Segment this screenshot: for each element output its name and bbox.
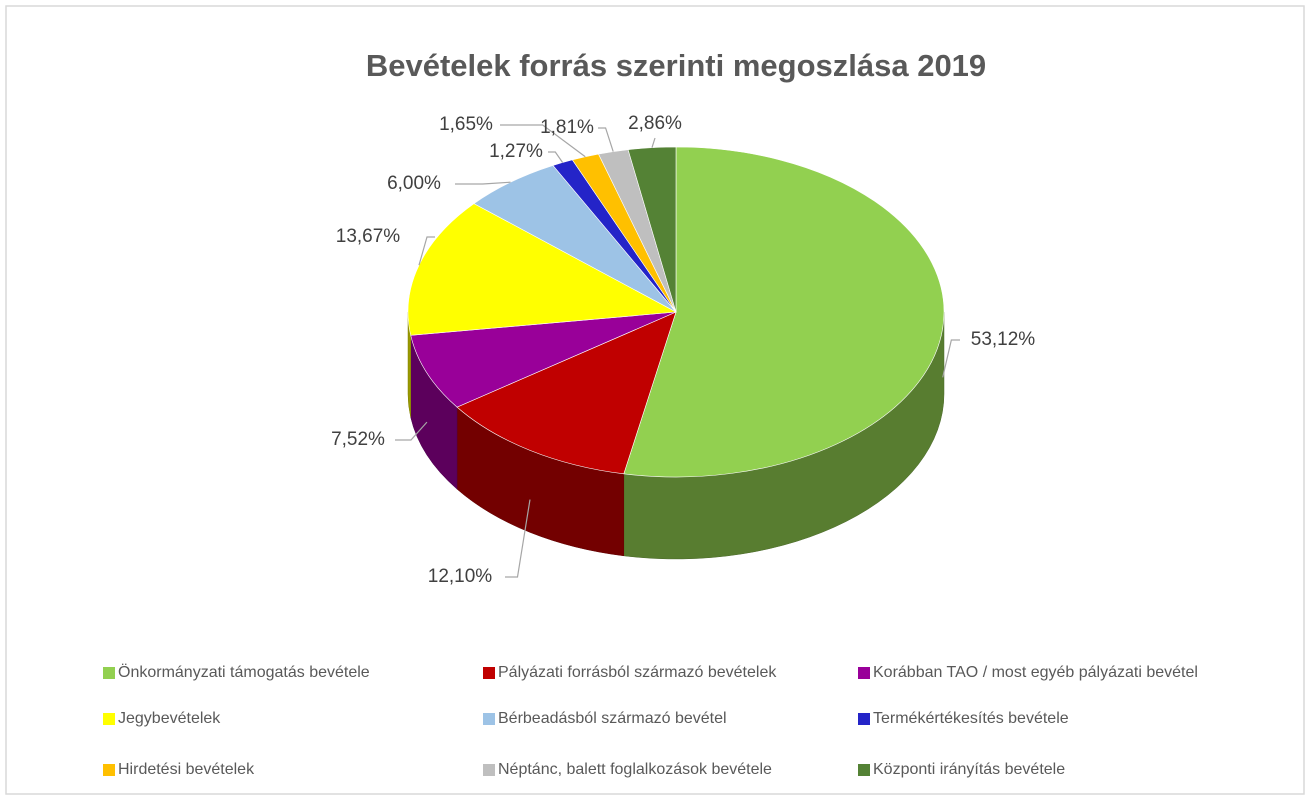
leader-line: [500, 124, 586, 158]
data-label: 7,52%: [331, 429, 385, 450]
leader-line: [418, 236, 435, 266]
slice: [410, 311, 677, 408]
legend-swatch: [483, 764, 495, 776]
legend-swatch: [858, 764, 870, 776]
data-label: 1,65%: [439, 114, 493, 135]
legend-label: Központi irányítás bevétele: [873, 761, 1065, 778]
legend-label: Jegybevételek: [118, 710, 221, 727]
legend-swatch: [858, 713, 870, 725]
legend-swatch: [103, 667, 115, 679]
leader-line: [942, 339, 960, 378]
legend-label: Pályázati forrásból származó bevételek: [498, 664, 777, 681]
legend-swatch: [483, 667, 495, 679]
leader-line: [395, 421, 428, 441]
legend-label: Néptánc, balett foglalkozások bevétele: [498, 761, 772, 778]
slice: [627, 146, 677, 313]
legend-swatch: [103, 713, 115, 725]
slice: [623, 146, 945, 478]
leader-line: [548, 151, 564, 163]
leader-line: [455, 181, 511, 185]
leader-line: [651, 137, 656, 148]
data-label: 12,10%: [428, 566, 493, 587]
slice: [456, 311, 677, 475]
legend-label: Termékértékesítés bevétele: [873, 710, 1069, 727]
data-label: 53,12%: [971, 329, 1036, 350]
data-label: 2,86%: [628, 113, 682, 134]
legend-swatch: [858, 667, 870, 679]
legend-label: Korábban TAO / most egyéb pályázati bevé…: [873, 664, 1198, 681]
data-label: 1,81%: [540, 117, 594, 138]
data-label: 13,67%: [336, 226, 401, 247]
leader-line: [598, 127, 614, 152]
chart-title: Bevételek forrás szerinti megoszlása 201…: [366, 48, 986, 83]
data-label: 1,27%: [489, 141, 543, 162]
legend-swatch: [103, 764, 115, 776]
leader-line: [505, 499, 531, 578]
data-label: 6,00%: [387, 173, 441, 194]
legend-swatch: [483, 713, 495, 725]
legend-label: Hirdetési bevételek: [118, 761, 255, 778]
legend-label: Bérbeadásból származó bevétel: [498, 710, 727, 727]
legend-label: Önkormányzati támogatás bevétele: [118, 663, 370, 681]
